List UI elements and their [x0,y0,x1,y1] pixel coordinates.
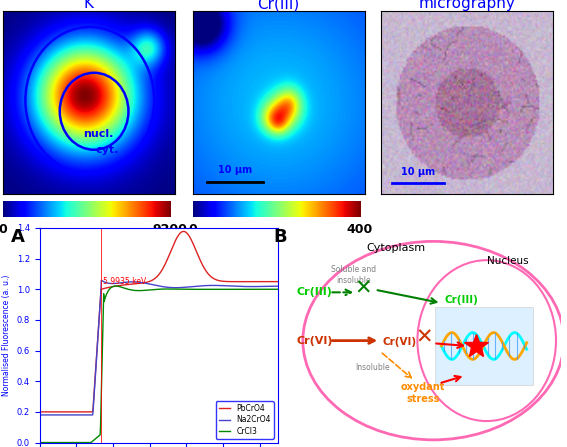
Y-axis label: Normalised Fluorescence (a. u.): Normalised Fluorescence (a. u.) [2,274,11,396]
Text: nucl.: nucl. [83,129,113,139]
CrCl3 [196,287,202,292]
Text: ✕: ✕ [354,278,371,299]
CrCl3 [145,287,151,293]
Text: cyt.: cyt. [95,145,119,155]
Na2CrO4 [177,285,184,290]
Na2CrO4 [36,412,43,417]
Text: Nucleus: Nucleus [487,256,529,266]
Text: Soluble and
insoluble: Soluble and insoluble [331,265,376,285]
Text: B: B [273,228,287,246]
Na2CrO4 [98,289,104,294]
PbCrO4 [36,409,43,414]
Na2CrO4 [216,283,223,288]
Line: PbCrO4: PbCrO4 [40,232,278,412]
Text: Cr(III): Cr(III) [444,295,478,305]
Na2CrO4 [274,283,281,289]
PbCrO4 [216,278,223,283]
Text: 10 μm: 10 μm [401,167,435,177]
Legend: PbCrO4, Na2CrO4, CrCl3: PbCrO4, Na2CrO4, CrCl3 [216,401,274,439]
CrCl3 [78,440,85,445]
PbCrO4 [196,255,202,261]
Text: 5.9935 keV: 5.9935 keV [103,277,146,286]
Text: Cr(VI): Cr(VI) [296,336,333,346]
CrCl3 [274,287,281,292]
PbCrO4 [177,231,184,236]
Na2CrO4 [78,412,85,417]
Na2CrO4 [98,278,105,283]
Text: Cytoplasm: Cytoplasm [366,243,426,253]
Text: Cr(III): Cr(III) [296,287,332,297]
Text: Insoluble: Insoluble [355,363,390,372]
Line: CrCl3: CrCl3 [40,286,278,443]
Na2CrO4 [145,281,151,287]
Line: Na2CrO4: Na2CrO4 [40,280,278,415]
CrCl3 [112,283,119,289]
PbCrO4 [274,279,281,284]
Na2CrO4 [196,283,202,289]
PbCrO4 [98,289,104,294]
CrCl3 [36,440,43,445]
PbCrO4 [180,229,187,234]
Text: A: A [11,228,25,246]
FancyBboxPatch shape [435,307,534,385]
Title: K: K [84,0,94,11]
PbCrO4 [144,279,151,285]
CrCl3 [177,287,184,292]
PbCrO4 [78,409,85,414]
Title: Cr(III): Cr(III) [257,0,300,11]
Text: 10 μm: 10 μm [218,165,252,175]
Title: micrography: micrography [418,0,515,11]
Text: Cr(VI): Cr(VI) [383,337,417,347]
Text: oxydant
stress: oxydant stress [400,382,445,404]
CrCl3 [216,287,223,292]
CrCl3 [98,408,104,413]
Text: ✕: ✕ [416,328,433,348]
